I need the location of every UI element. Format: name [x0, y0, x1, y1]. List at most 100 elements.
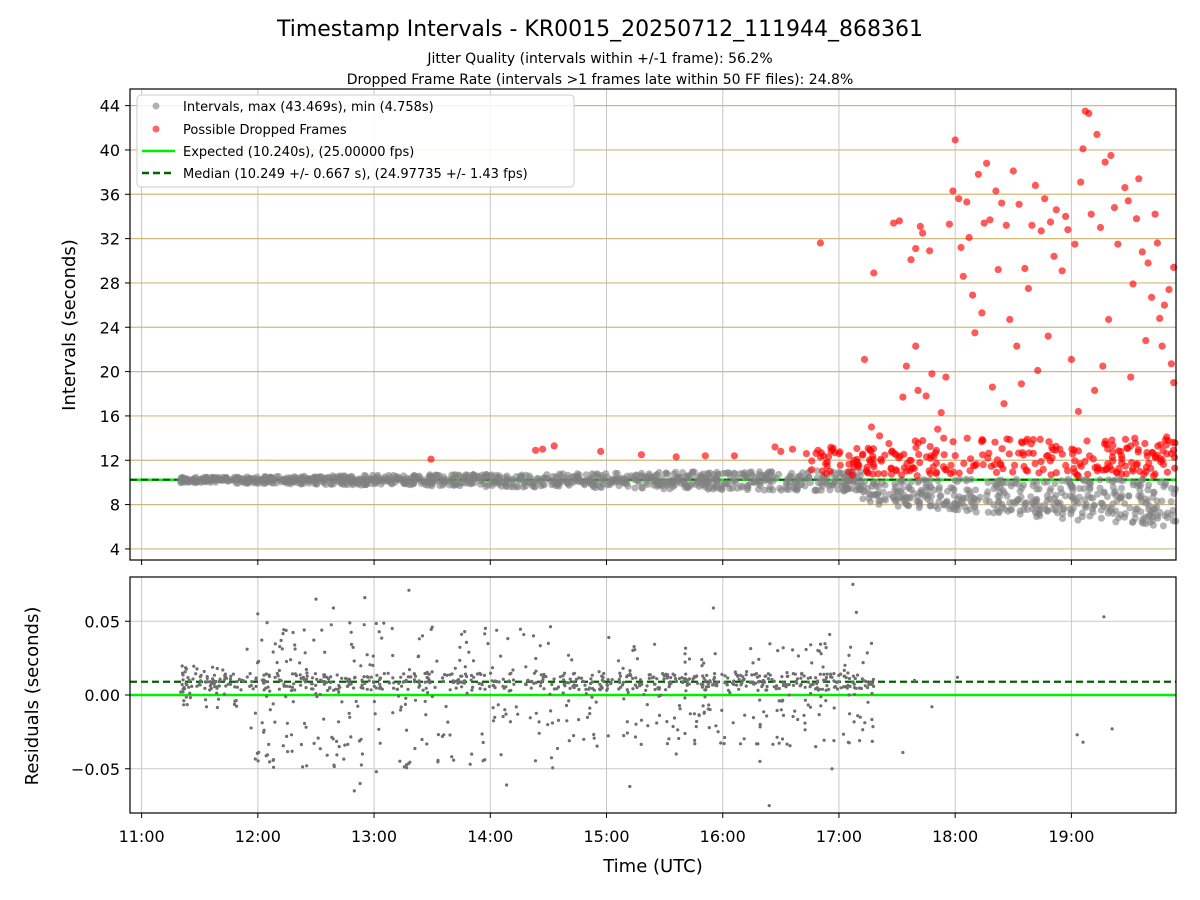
- interval-point: [984, 508, 992, 516]
- dropped-frame-point: [906, 467, 914, 475]
- top-x-tick-marks: [141, 560, 1072, 565]
- residual-point: [616, 659, 621, 663]
- residual-point: [816, 688, 820, 692]
- residual-point: [208, 680, 212, 684]
- residual-point: [304, 725, 308, 729]
- dropped-frame-point: [890, 219, 898, 227]
- residual-point: [221, 668, 225, 672]
- residual-point: [567, 699, 571, 703]
- interval-point: [222, 474, 230, 482]
- dropped-frame-point: [827, 443, 835, 451]
- residual-point: [639, 718, 644, 722]
- residual-point: [483, 626, 487, 631]
- residual-point: [271, 650, 275, 654]
- residual-point: [575, 684, 579, 688]
- residual-point: [648, 673, 652, 677]
- residual-point: [622, 734, 626, 738]
- residual-point: [529, 686, 533, 690]
- residual-point: [665, 720, 669, 724]
- residual-point: [409, 675, 413, 679]
- dropped-frame-point: [1153, 239, 1161, 247]
- dropped-frame-point: [1150, 472, 1158, 480]
- interval-point: [485, 481, 492, 489]
- interval-point: [586, 477, 594, 485]
- dropped-frame-point: [1079, 145, 1087, 153]
- residual-point: [621, 680, 626, 685]
- dropped-frame-point: [892, 466, 900, 474]
- interval-point: [885, 491, 893, 498]
- residual-point: [739, 673, 743, 677]
- residual-point: [567, 739, 571, 743]
- x-tick-label: 16:00: [700, 827, 746, 846]
- interval-point: [985, 497, 993, 505]
- residual-point: [784, 685, 788, 689]
- dropped-frame-point: [1005, 450, 1013, 458]
- residual-point: [471, 659, 476, 663]
- residual-point: [751, 661, 755, 665]
- interval-point: [1137, 482, 1144, 489]
- residual-point: [618, 680, 622, 685]
- dropped-frame-point: [869, 460, 877, 468]
- residual-point: [638, 678, 643, 682]
- residual-point: [750, 681, 754, 685]
- residual-point: [378, 682, 382, 686]
- residual-point: [676, 728, 680, 732]
- dropped-frame-point: [940, 463, 948, 471]
- residual-point: [403, 702, 407, 707]
- residual-point: [912, 678, 917, 682]
- dropped-frame-point: [1169, 446, 1178, 454]
- residual-point: [406, 675, 410, 679]
- dropped-frame-point: [937, 409, 945, 417]
- residual-point: [194, 672, 198, 676]
- interval-point: [1011, 499, 1019, 507]
- interval-point: [518, 472, 526, 480]
- interval-point: [675, 477, 683, 485]
- residual-point: [182, 699, 186, 703]
- interval-point: [1136, 487, 1144, 495]
- interval-point: [1024, 506, 1031, 513]
- dropped-frame-point: [1020, 462, 1028, 471]
- residual-point: [322, 717, 326, 721]
- residual-point: [275, 671, 279, 676]
- residual-point: [256, 759, 260, 763]
- residual-point: [765, 684, 769, 689]
- residual-point: [511, 668, 515, 672]
- residual-point: [195, 667, 199, 671]
- residual-point: [829, 672, 833, 676]
- residual-point: [478, 687, 482, 691]
- interval-point: [698, 478, 706, 486]
- residual-point: [260, 721, 264, 725]
- residual-point: [470, 752, 474, 756]
- interval-point: [689, 480, 697, 487]
- interval-point: [659, 478, 667, 486]
- residual-point: [693, 742, 697, 746]
- interval-point: [580, 480, 588, 488]
- dropped-frame-point: [932, 469, 940, 477]
- residual-point: [787, 682, 791, 687]
- residual-point: [639, 742, 643, 747]
- residual-point: [329, 680, 333, 685]
- dropped-frame-point: [1064, 467, 1072, 475]
- residual-point: [440, 676, 445, 680]
- residual-point: [820, 687, 825, 691]
- interval-point: [292, 475, 300, 483]
- dropped-frame-point: [979, 451, 987, 459]
- residual-point: [378, 741, 382, 745]
- dropped-frame-point: [971, 329, 979, 337]
- interval-point: [612, 469, 620, 477]
- dropped-frame-point: [885, 440, 893, 448]
- residual-point: [363, 681, 367, 686]
- residual-point: [420, 737, 424, 742]
- residual-point: [824, 675, 829, 680]
- dropped-frame-point: [1167, 360, 1175, 368]
- residual-point: [1075, 733, 1079, 737]
- residual-point: [228, 682, 233, 687]
- residual-point: [211, 665, 215, 669]
- residual-point: [424, 686, 428, 690]
- dropped-frame-point: [998, 445, 1006, 453]
- residual-point: [329, 623, 333, 627]
- interval-point: [761, 471, 769, 479]
- residual-point: [504, 712, 508, 716]
- residual-point: [499, 654, 503, 658]
- dropped-frame-point: [1141, 439, 1149, 448]
